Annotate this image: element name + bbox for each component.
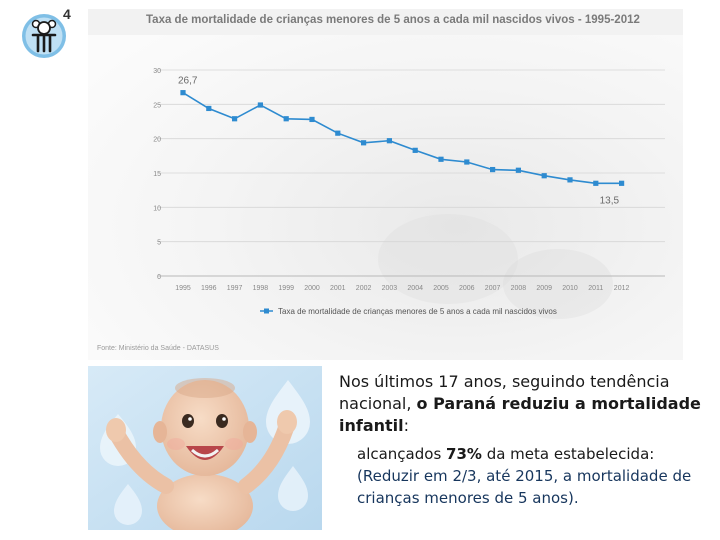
x-tick-label: 2008 — [511, 285, 527, 292]
y-tick-label: 15 — [153, 171, 161, 178]
chart-panel: Taxa de mortalidade de crianças menores … — [88, 9, 683, 360]
data-point — [490, 166, 496, 173]
child-icon — [22, 14, 66, 58]
progress-percent: 73% — [446, 445, 482, 463]
data-point — [593, 180, 599, 186]
x-tick-label: 1995 — [175, 285, 191, 292]
y-tick-label: 10 — [153, 205, 161, 212]
series-line: 26,7 13,5 — [178, 76, 625, 206]
gridlines — [158, 69, 665, 277]
x-tick-label: 2003 — [382, 285, 398, 292]
data-point — [335, 130, 341, 136]
x-tick-label: 2007 — [485, 285, 501, 292]
data-point — [619, 180, 625, 186]
chart-title: Taxa de mortalidade de crianças menores … — [146, 14, 640, 26]
goal-number: 4 — [63, 6, 71, 22]
x-tick-label: 2002 — [356, 285, 372, 292]
data-point — [283, 116, 289, 122]
legend-label: Taxa de mortalidade de crianças menores … — [278, 307, 557, 316]
source-note: Fonte: Ministério da Saúde - DATASUS — [97, 345, 219, 352]
data-point — [464, 159, 470, 165]
data-point — [567, 177, 573, 183]
summary-paragraph: Nos últimos 17 anos, seguindo tendência … — [339, 371, 709, 437]
x-tick-label: 2001 — [330, 285, 346, 292]
x-tick-label: 1996 — [201, 285, 217, 292]
x-tick-label: 2010 — [562, 285, 578, 292]
smiling-baby-photo — [88, 366, 322, 530]
x-tick-label: 2011 — [588, 285, 603, 292]
data-label-first: 26,7 — [178, 76, 198, 87]
progress-intro: alcançados — [357, 445, 447, 463]
data-point — [515, 167, 521, 173]
y-tick-label: 20 — [153, 137, 161, 144]
x-tick-label: 1997 — [227, 285, 243, 292]
series-line-path — [182, 92, 622, 185]
x-tick-label: 2006 — [459, 285, 475, 292]
data-point — [206, 105, 212, 112]
data-point — [361, 140, 367, 146]
y-tick-label: 0 — [157, 274, 161, 281]
data-point — [180, 90, 186, 96]
goal-progress-paragraph: alcançados 73% da meta estabelecida: (Re… — [357, 443, 709, 509]
data-label-last: 13,5 — [600, 195, 620, 206]
x-tick-label: 2005 — [433, 285, 449, 292]
y-tick-label: 5 — [157, 240, 161, 247]
data-point — [257, 102, 263, 108]
summary-intro: Nos últimos 17 anos, seguindo tendência … — [339, 372, 670, 413]
x-tick-label: 2000 — [304, 285, 320, 292]
data-point — [412, 147, 418, 153]
summary-colon: : — [403, 416, 410, 435]
goal-definition: (Reduzir em 2/3, até 2015, a mortalidade… — [357, 467, 692, 507]
legend: Taxa de mortalidade de crianças menores … — [260, 307, 557, 316]
data-point — [386, 138, 392, 144]
x-tick-label: 2004 — [407, 285, 423, 292]
data-point — [232, 116, 238, 122]
data-point — [541, 173, 547, 179]
y-tick-label: 30 — [153, 68, 161, 75]
x-tick-label: 2012 — [614, 285, 630, 292]
x-tick-label: 1999 — [278, 285, 294, 292]
progress-mid: da meta estabelecida: — [481, 445, 655, 463]
x-tick-label: 1998 — [253, 285, 269, 292]
axes: 0 5 10 15 20 25 30 1995 1996 1997 1998 1999 2000 2001… — [153, 68, 665, 292]
x-tick-label: 2009 — [536, 285, 552, 292]
summary-highlight: o Paraná reduziu a mortalidade infantil — [339, 394, 701, 435]
data-point — [438, 156, 444, 162]
data-point — [309, 116, 315, 123]
y-tick-label: 25 — [153, 102, 161, 109]
summary-text: Nos últimos 17 anos, seguindo tendência … — [339, 371, 709, 509]
